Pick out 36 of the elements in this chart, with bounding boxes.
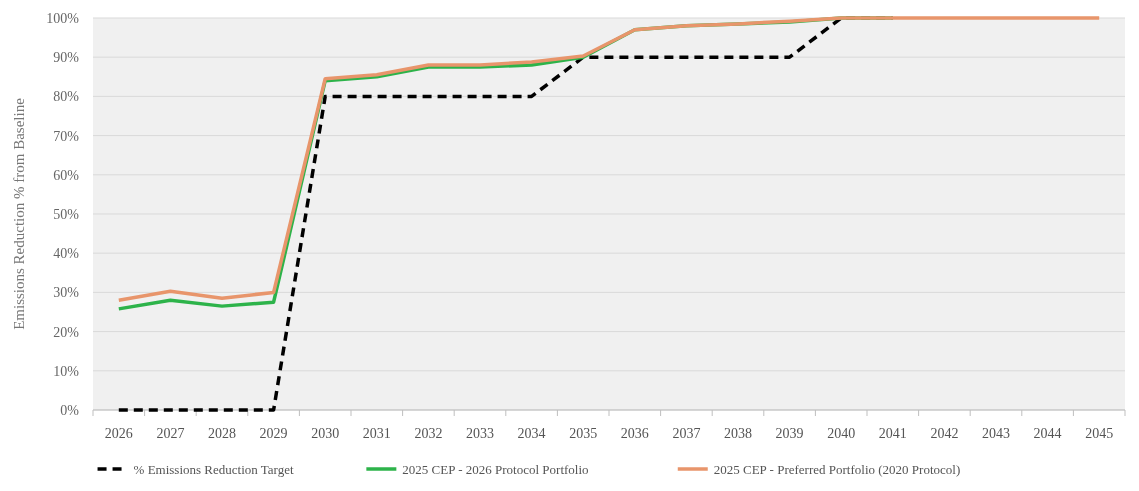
x-tick-label: 2043	[982, 426, 1010, 441]
y-tick-label: 100%	[46, 10, 80, 26]
x-tick-label: 2035	[569, 426, 598, 441]
line-series	[117, 16, 1101, 302]
y-tick-label: 90%	[53, 50, 80, 66]
x-tick-label: 2038	[724, 426, 752, 441]
x-tick-label: 2040	[827, 426, 856, 441]
x-tick-label: 2041	[878, 426, 907, 441]
x-tick-label: 2042	[930, 426, 959, 441]
x-tick-label: 2031	[362, 426, 391, 441]
x-tick-label: 2045	[1085, 426, 1114, 441]
x-tick-label: 2034	[517, 426, 546, 441]
x-tick-label: 2028	[208, 426, 236, 441]
x-tick-label: 2037	[672, 426, 701, 441]
y-tick-label: 30%	[53, 285, 80, 301]
legend-label: 2025 CEP - Preferred Portfolio (2020 Protocol)	[713, 461, 961, 477]
y-tick-label: 60%	[53, 167, 80, 183]
x-tick-label: 2027	[156, 426, 185, 441]
x-tick-label: 2032	[414, 426, 443, 441]
legend-label: % Emissions Reduction Target	[133, 461, 294, 477]
y-tick-label: 0%	[60, 402, 80, 418]
x-tick-label: 2044	[1033, 426, 1062, 441]
y-tick-label: 40%	[53, 246, 80, 262]
x-tick-label: 2030	[311, 426, 340, 441]
x-tick-label: 2039	[775, 426, 804, 441]
y-tick-label: 20%	[53, 324, 80, 340]
y-tick-label: 10%	[53, 363, 80, 379]
x-tick-label: 2029	[259, 426, 288, 441]
x-tick-label: 2036	[620, 426, 649, 441]
legend-label: 2025 CEP - 2026 Protocol Portfolio	[402, 461, 589, 477]
x-tick-label: 2033	[466, 426, 494, 441]
y-tick-label: 50%	[53, 206, 80, 222]
x-tick-label: 2026	[104, 426, 133, 441]
y-tick-label: 80%	[53, 89, 80, 105]
y-axis-title: Emissions Reduction % from Baseline	[11, 97, 27, 330]
y-tick-label: 70%	[53, 128, 80, 144]
